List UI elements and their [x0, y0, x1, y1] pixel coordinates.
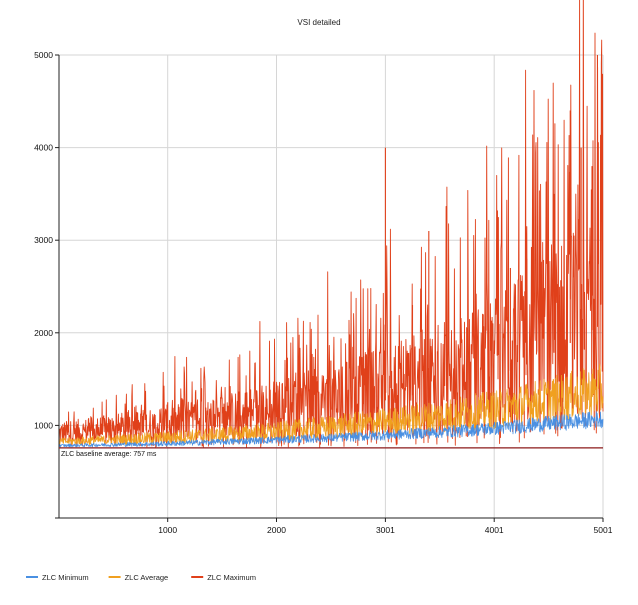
legend-label-2: ZLC Maximum	[207, 573, 256, 582]
legend: ZLC Minimum ZLC Average ZLC Maximum	[26, 573, 256, 582]
legend-label-1: ZLC Average	[125, 573, 169, 582]
legend-label-0: ZLC Minimum	[42, 573, 89, 582]
series-area	[58, 0, 604, 448]
chart-title: VSI detailed	[297, 18, 340, 27]
series-line-1	[58, 363, 604, 446]
y-tick-label-1: 2000	[34, 328, 53, 338]
x-tick-label-2: 3001	[376, 525, 395, 535]
x-tick-label-0: 1000	[158, 525, 177, 535]
x-tick-label-1: 2000	[267, 525, 286, 535]
series-line-2	[58, 0, 604, 448]
x-tick-label-3: 4001	[485, 525, 504, 535]
y-tick-label-0: 1000	[34, 420, 53, 430]
baseline-label: ZLC baseline average: 757 ms	[61, 451, 157, 458]
series-line-0	[58, 411, 604, 448]
axes	[58, 55, 603, 519]
y-tick-label-4: 5000	[34, 50, 53, 60]
tick-labels: 1000 2000 3001 4001 5001 1000 2000 3000 4000 5000	[34, 50, 613, 535]
x-tick-label-4: 5001	[594, 525, 613, 535]
y-tick-label-3: 4000	[34, 143, 53, 153]
y-tick-label-2: 3000	[34, 235, 53, 245]
